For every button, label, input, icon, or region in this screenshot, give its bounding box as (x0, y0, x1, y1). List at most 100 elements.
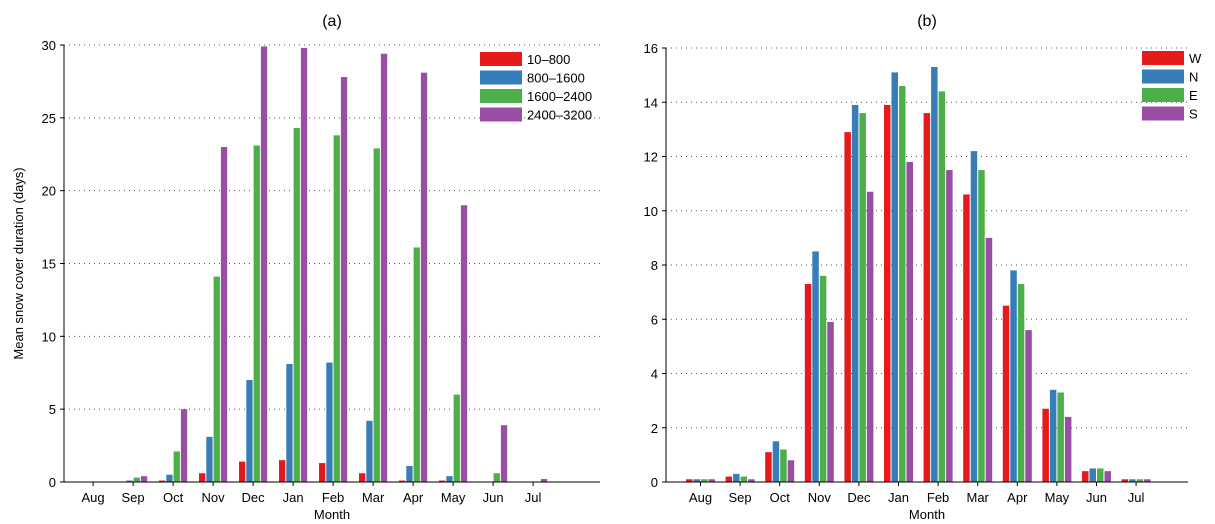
bar-sep-series-3 (133, 477, 140, 482)
bar-mar-series-4 (985, 237, 993, 482)
legend-swatch (1142, 106, 1184, 121)
bar-aug-series-1 (686, 479, 693, 482)
legend-label: W (1189, 51, 1202, 66)
bar-nov-series-2 (206, 436, 213, 482)
bar-oct-series-3 (780, 449, 787, 482)
bar-sep-series-2 (733, 473, 740, 482)
bar-dec-series-3 (859, 113, 866, 482)
bar-apr-series-4 (420, 72, 428, 482)
legend-swatch (480, 70, 522, 85)
x-tick-label-may: May (441, 490, 466, 505)
bar-apr-series-1 (399, 480, 406, 482)
x-tick-label-nov: Nov (808, 490, 832, 505)
y-axis-title: Mean snow cover duration (days) (11, 167, 26, 359)
bar-may-series-3 (1057, 392, 1064, 482)
bar-sep-series-4 (140, 476, 148, 482)
bar-oct-series-1 (159, 480, 166, 482)
bar-jun-series-3 (1097, 468, 1104, 482)
bar-sep-series-4 (748, 479, 755, 482)
bar-jan-series-4 (906, 161, 913, 483)
bar-jul-series-1 (1121, 479, 1129, 482)
x-axis-title: Month (909, 507, 945, 522)
y-tick-label: 15 (42, 257, 56, 272)
bar-mar-series-3 (978, 170, 985, 482)
x-tick-label-mar: Mar (967, 490, 990, 505)
bar-dec-series-2 (246, 380, 253, 482)
bar-mar-series-1 (963, 194, 970, 482)
bar-nov-series-4 (827, 321, 834, 482)
x-tick-label-jan: Jan (283, 490, 304, 505)
x-tick-label-oct: Oct (163, 490, 184, 505)
bar-nov-series-3 (213, 276, 220, 482)
x-tick-label-jun: Jun (1086, 490, 1107, 505)
legend-label: 800–1600 (527, 71, 585, 86)
legend-label: N (1189, 70, 1198, 85)
bar-nov-series-3 (819, 275, 827, 482)
bar-jan-series-2 (891, 72, 898, 482)
y-tick-label: 0 (49, 475, 56, 490)
legend-label: 2400–3200 (527, 108, 592, 123)
bar-feb-series-4 (340, 77, 348, 483)
legend-label: 1600–2400 (527, 89, 592, 104)
bar-apr-series-3 (1017, 283, 1025, 482)
legend-label: E (1189, 88, 1198, 103)
x-tick-label-jun: Jun (483, 490, 504, 505)
bar-oct-series-2 (166, 474, 173, 482)
bar-nov-series-1 (199, 473, 206, 482)
y-tick-label: 10 (42, 329, 56, 344)
y-tick-label: 12 (644, 150, 658, 165)
x-tick-label-feb: Feb (927, 490, 949, 505)
bar-mar-series-1 (359, 473, 366, 482)
bar-jan-series-4 (300, 47, 308, 483)
y-tick-label: 20 (42, 184, 56, 199)
bar-dec-series-3 (253, 145, 260, 482)
y-tick-label: 0 (651, 475, 658, 490)
y-tick-label: 2 (651, 421, 658, 436)
legend-label: 10–800 (527, 52, 570, 67)
x-tick-label-jul: Jul (525, 490, 542, 505)
bar-oct-series-1 (765, 452, 772, 482)
chart-panel-a: 0 5 10 15 20 25 30 Aug Sep Oct Nov Dec Jan Feb Mar Apr M… (11, 13, 600, 522)
x-tick-label-sep: Sep (729, 490, 752, 505)
bar-sep-series-1 (725, 476, 733, 482)
bar-dec-series-4 (866, 191, 874, 482)
bar-apr-series-1 (1002, 305, 1010, 482)
bar-sep-series-2 (126, 480, 133, 482)
x-tick-label-dec: Dec (847, 490, 871, 505)
y-tick-label: 6 (651, 312, 658, 327)
bar-dec-series-4 (260, 46, 268, 482)
bar-may-series-2 (446, 476, 453, 482)
bar-aug-series-4 (708, 479, 715, 482)
bar-may-series-2 (1049, 389, 1057, 482)
bar-feb-series-3 (333, 135, 340, 482)
x-tick-label-apr: Apr (1007, 490, 1028, 505)
bar-mar-series-4 (380, 53, 388, 483)
x-tick-label-aug: Aug (82, 490, 105, 505)
y-tick-label: 16 (644, 41, 658, 56)
bar-may-series-4 (1064, 416, 1072, 482)
bar-apr-series-2 (1010, 270, 1017, 482)
bar-feb-series-1 (319, 463, 326, 482)
bar-feb-series-1 (923, 113, 931, 482)
y-tick-label: 10 (644, 204, 658, 219)
bar-jan-series-2 (286, 364, 293, 482)
bar-jan-series-1 (884, 104, 891, 483)
bar-jul-series-2 (1129, 479, 1136, 482)
bar-jun-series-3 (493, 473, 500, 482)
bar-apr-series-3 (413, 247, 420, 482)
bar-feb-series-4 (946, 170, 953, 482)
x-tick-label-may: May (1045, 490, 1070, 505)
bar-mar-series-2 (970, 151, 978, 482)
bar-jun-series-4 (500, 425, 508, 482)
y-tick-label: 30 (42, 38, 56, 53)
legend-swatch (1142, 51, 1184, 65)
legend-swatch (1142, 69, 1184, 84)
bar-feb-series-2 (931, 66, 938, 483)
chart-panel-b: 0 2 4 6 8 10 12 14 16 Aug Sep Oct Nov Dec Jan Feb Mar Apr… (644, 13, 1202, 522)
bar-sep-series-3 (740, 476, 748, 482)
x-tick-label-mar: Mar (362, 490, 385, 505)
legend-swatch (480, 89, 522, 103)
bar-jul-series-4 (540, 479, 548, 482)
